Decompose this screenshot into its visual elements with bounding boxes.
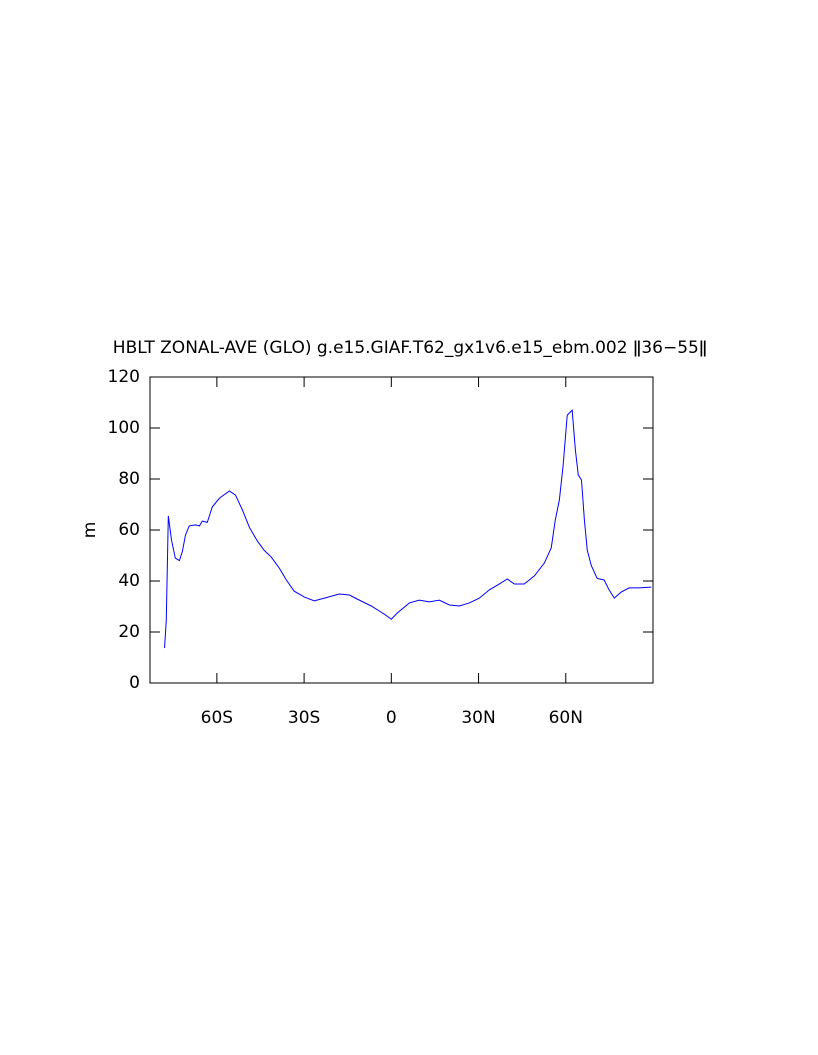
plot-frame	[149, 376, 654, 684]
y-tick-label: 0	[129, 673, 140, 693]
y-tick-label: 100	[108, 418, 140, 438]
x-tick-label: 30S	[288, 708, 320, 728]
data-line	[164, 409, 652, 649]
x-tick-label: 60N	[549, 708, 583, 728]
x-tick-label: 0	[386, 708, 397, 728]
y-axis-label: m	[80, 522, 100, 539]
x-tick-label: 30N	[461, 708, 495, 728]
chart-title: HBLT ZONAL-AVE (GLO) g.e15.GIAF.T62_gx1v…	[113, 338, 707, 358]
y-tick-label: 60	[118, 520, 140, 540]
y-tick-label: 120	[108, 367, 140, 387]
y-tick-label: 40	[118, 571, 140, 591]
y-tick-label: 80	[118, 469, 140, 489]
y-tick-label: 20	[118, 622, 140, 642]
x-tick-label: 60S	[201, 708, 233, 728]
